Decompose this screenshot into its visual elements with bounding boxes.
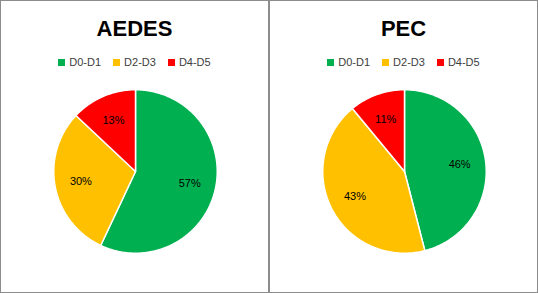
html-text:D4-D5: D4-D5 [447,56,480,68]
html-text:D0-D1: D0-D1 [69,56,102,68]
svg-text:46%: 46% [448,158,470,170]
svg-text:43%: 43% [343,190,365,202]
svg-text:30%: 30% [69,175,91,187]
html-text:D2-D3: D2-D3 [124,56,156,68]
svg-text:11%: 11% [375,113,396,125]
html-text:D4-D5: D4-D5 [178,56,211,68]
html-text:D0-D1: D0-D1 [338,56,371,68]
html-text:AEDES: AEDES [96,16,173,41]
html-text:D2-D3: D2-D3 [393,56,425,68]
svg-text:13%: 13% [102,114,124,126]
html-text:PEC: PEC [380,16,427,41]
svg-text:57%: 57% [178,177,200,189]
